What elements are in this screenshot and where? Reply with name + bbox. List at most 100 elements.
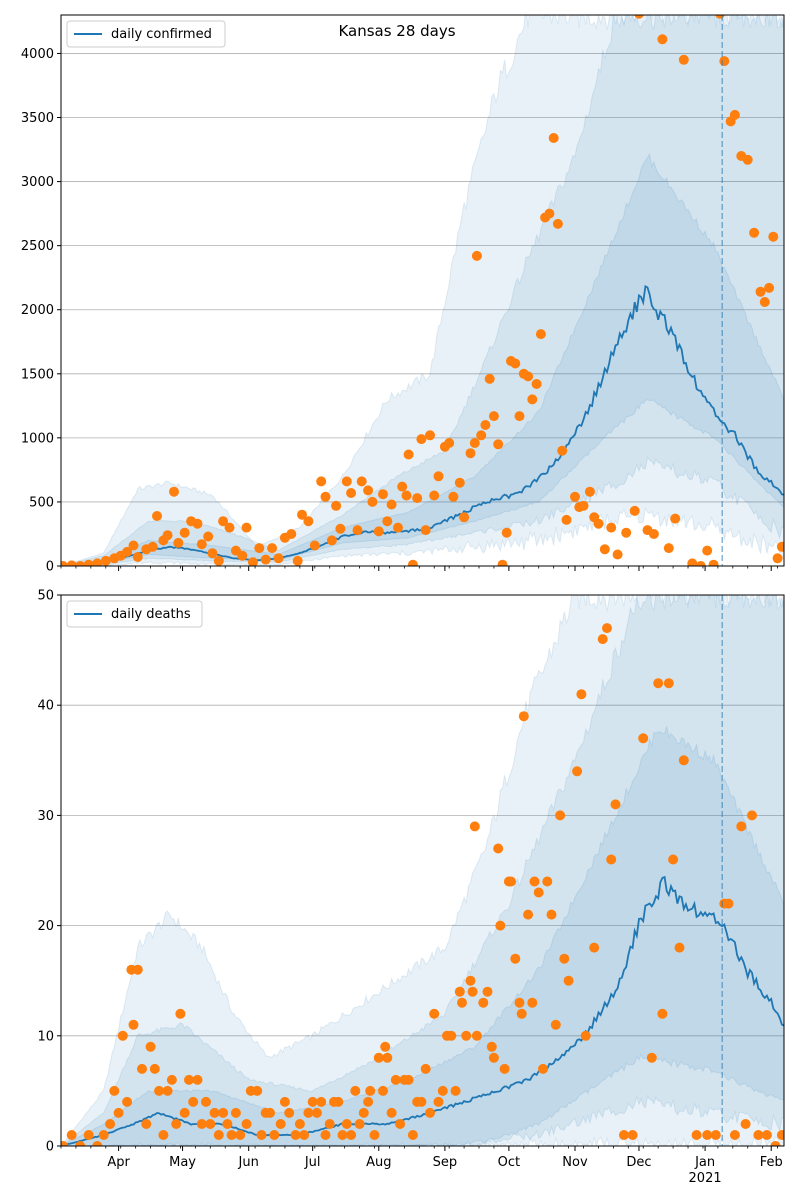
confirmed-y-tick-label: 1500 [21, 367, 54, 382]
deaths-data-point [92, 1141, 103, 1146]
deaths-data-point [563, 975, 574, 986]
deaths-data-point [597, 634, 608, 645]
confirmed-data-point [772, 553, 783, 564]
x-tick-label: Jan [694, 1155, 715, 1170]
deaths-observed-points [61, 623, 784, 1146]
confirmed-data-point [316, 476, 327, 487]
confirmed-data-point [429, 490, 440, 501]
confirmed-data-point [544, 208, 555, 219]
deaths-data-point [201, 1096, 211, 1107]
confirmed-data-point [267, 543, 278, 554]
deaths-data-point [518, 711, 529, 722]
confirmed-data-point [412, 493, 423, 504]
confirmed-data-point [335, 523, 346, 534]
deaths-data-point [382, 1052, 393, 1063]
deaths-data-point [729, 1130, 740, 1140]
confirmed-data-point [169, 486, 179, 497]
confirmed-legend: daily confirmed [66, 20, 226, 48]
x-tick-label: Aug [366, 1155, 391, 1170]
deaths-legend: daily deaths [66, 600, 203, 628]
confirmed-data-point [552, 218, 563, 229]
deaths-data-point [529, 876, 540, 887]
deaths-data-point [550, 1019, 561, 1030]
deaths-data-point [350, 1085, 361, 1096]
deaths-legend-label: daily deaths [111, 607, 191, 622]
confirmed-data-point [378, 489, 388, 500]
deaths-line [61, 875, 784, 1146]
deaths-data-point [269, 1130, 280, 1140]
deaths-data-point [341, 1119, 352, 1129]
deaths-data-point [538, 1063, 548, 1074]
x-tick-label: Jun [238, 1155, 259, 1170]
deaths-data-point [83, 1130, 94, 1140]
confirmed-data-point [480, 420, 491, 430]
confirmed-data-point [493, 439, 504, 450]
confirmed-data-point [634, 15, 644, 19]
deaths-data-point [454, 986, 465, 997]
confirmed-data-point [122, 546, 133, 557]
deaths-data-point [166, 1074, 177, 1085]
deaths-data-point [252, 1085, 263, 1096]
deaths-data-point [265, 1107, 275, 1118]
confirmed-data-point [203, 531, 214, 542]
deaths-data-point [736, 821, 747, 832]
deaths-data-point [510, 953, 521, 964]
deaths-data-point [162, 1085, 173, 1096]
confirmed-data-point [403, 449, 414, 460]
deaths-data-point [213, 1130, 224, 1140]
x-tick-label: Dec [626, 1155, 651, 1170]
deaths-data-point [316, 1096, 327, 1107]
confirmed-data-point [678, 54, 689, 65]
confirmed-data-point [593, 518, 604, 529]
deaths-data-point [527, 997, 538, 1008]
x-tick-label: Feb [760, 1155, 783, 1170]
confirmed-legend-label: daily confirmed [111, 27, 212, 42]
confirmed-data-point [535, 329, 546, 340]
deaths-data-point [546, 909, 557, 920]
confirmed-data-point [444, 438, 455, 448]
deaths-data-point [555, 810, 566, 821]
confirmed-data-point [218, 516, 229, 527]
deaths-data-point [226, 1130, 237, 1140]
confirmed-data-point [433, 471, 444, 482]
deaths-data-point [230, 1107, 241, 1118]
confirmed-data-point [92, 558, 103, 566]
confirmed-data-point [247, 557, 258, 566]
deaths-y-tick-label: 50 [37, 589, 54, 604]
deaths-series [61, 875, 784, 1146]
confirmed-data-point [484, 373, 495, 384]
deaths-data-point [495, 920, 506, 931]
confirmed-data-point [629, 505, 640, 516]
deaths-data-point [407, 1130, 418, 1140]
confirmed-data-point [459, 512, 470, 523]
deaths-data-point [192, 1074, 203, 1085]
confirmed-data-point [687, 558, 698, 566]
deaths-data-point [141, 1119, 152, 1129]
confirmed-data-point [416, 434, 427, 445]
confirmed-data-point [425, 430, 435, 441]
confirmed-data-point [309, 540, 320, 551]
deaths-data-point [523, 909, 534, 920]
deaths-data-point [117, 1030, 128, 1041]
x-tick-label: Jul [304, 1155, 321, 1170]
deaths-data-point [275, 1119, 286, 1129]
confirmed-y-axis: 0 500 1000 1500 2000 2500 3000 3500 4000 [21, 47, 61, 575]
confirmed-data-point [759, 297, 770, 307]
deaths-data-point [657, 1008, 668, 1019]
confirmed-data-point [531, 379, 542, 389]
confirmed-data-point [273, 553, 284, 564]
confirmed-data-point [548, 133, 559, 143]
x-tick-label: Nov [562, 1155, 588, 1170]
deaths-data-point [465, 975, 476, 986]
confirmed-data-point [363, 485, 374, 496]
confirmed-data-point [742, 154, 753, 165]
confirmed-data-point [719, 56, 730, 67]
confirmed-data-point [173, 537, 184, 548]
confirmed-data-point [356, 476, 367, 487]
confirmed-data-point [764, 282, 775, 293]
confirmed-data-point [557, 445, 568, 456]
confirmed-data-point [776, 541, 784, 552]
confirmed-data-point [420, 525, 431, 536]
deaths-data-point [542, 876, 553, 887]
